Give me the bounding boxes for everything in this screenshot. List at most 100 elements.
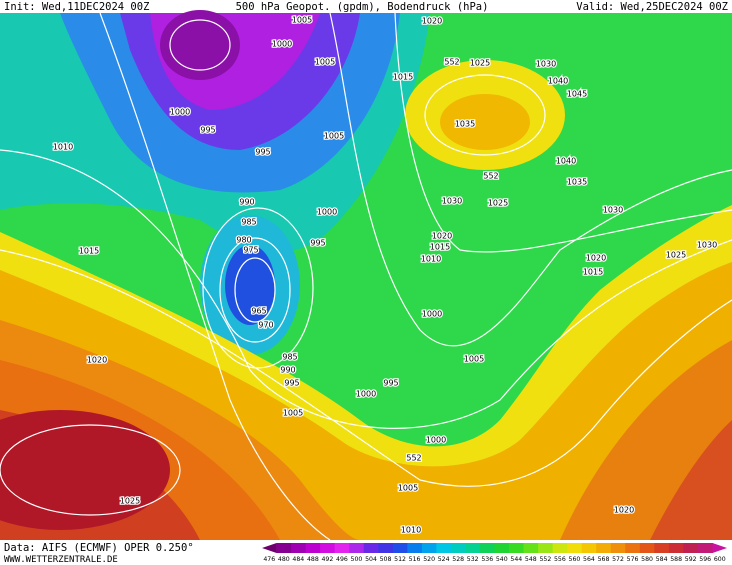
isobar-label: 995 xyxy=(200,126,215,135)
isobar-label: 552 xyxy=(444,58,459,67)
colorbar-label: 596 xyxy=(699,556,711,563)
colorbar-slot xyxy=(581,543,597,553)
isobar-label: 995 xyxy=(255,148,270,157)
colorbar-slot xyxy=(291,543,307,553)
colorbar-slot xyxy=(465,543,481,553)
isobar-label: 1005 xyxy=(292,16,312,25)
colorbar-slot xyxy=(523,543,539,553)
colorbar-label: 520 xyxy=(423,556,435,563)
colorbar-slot xyxy=(450,543,466,553)
colorbar-label: 516 xyxy=(409,556,421,563)
colorbar-end xyxy=(262,543,277,553)
isobar-label: 1020 xyxy=(614,506,634,515)
isobar-label: 1005 xyxy=(464,355,484,364)
colorbar-label: 572 xyxy=(612,556,624,563)
colorbar-label: 548 xyxy=(525,556,537,563)
colorbar-label: 560 xyxy=(569,556,581,563)
colorbar-slot xyxy=(610,543,626,553)
data-source: Data: AIFS (ECMWF) OPER 0.250° xyxy=(4,542,194,554)
colorbar-label: 488 xyxy=(307,556,319,563)
colorbar-label: 580 xyxy=(641,556,653,563)
colorbar-slot xyxy=(639,543,655,553)
isobar-label: 1020 xyxy=(422,17,442,26)
colorbar-label: 584 xyxy=(656,556,668,563)
colorbar-slot xyxy=(683,543,699,553)
colorbar-slot xyxy=(363,543,379,553)
isobar-label: 1025 xyxy=(488,199,508,208)
colorbar-slot xyxy=(509,543,525,553)
isobar-label: 995 xyxy=(310,239,325,248)
isobar-label: 985 xyxy=(282,353,297,362)
isobar-label: 1030 xyxy=(442,197,462,206)
colorbar-label: 524 xyxy=(438,556,450,563)
isobar-label: 1020 xyxy=(432,232,452,241)
colorbar-slot xyxy=(334,543,350,553)
map-title: 500 hPa Geopot. (gpdm), Bodendruck (hPa) xyxy=(236,1,489,13)
isobar-label: 1000 xyxy=(272,40,292,49)
colorbar-slot xyxy=(567,543,583,553)
colorbar-label: 496 xyxy=(336,556,348,563)
colorbar-label: 508 xyxy=(380,556,392,563)
isobar-label: 1025 xyxy=(666,251,686,260)
colorbar-label: 532 xyxy=(467,556,479,563)
isobar-label: 1025 xyxy=(120,497,140,506)
colorbar-label: 512 xyxy=(394,556,406,563)
colorbar-label: 588 xyxy=(670,556,682,563)
isobar-label: 1020 xyxy=(586,254,606,263)
colorbar-label: 556 xyxy=(554,556,566,563)
colorbar-slot xyxy=(421,543,437,553)
colorbar-end xyxy=(712,543,727,553)
colorbar-label: 484 xyxy=(292,556,304,563)
isobar-label: 552 xyxy=(406,454,421,463)
colorbar-label: 500 xyxy=(351,556,363,563)
isobar-label: 970 xyxy=(258,321,273,330)
website: WWW.WETTERZENTRALE.DE xyxy=(4,555,118,565)
colorbar-label: 528 xyxy=(452,556,464,563)
isobar-label: 1000 xyxy=(170,108,190,117)
colorbar-slot xyxy=(697,543,713,553)
colorbar-slot xyxy=(552,543,568,553)
isobar-label: 1040 xyxy=(556,157,576,166)
map-field xyxy=(0,10,732,541)
colorbar-label: 536 xyxy=(481,556,493,563)
isobar-label: 985 xyxy=(241,218,256,227)
isobar-label: 975 xyxy=(243,246,258,255)
colorbar-label: 564 xyxy=(583,556,595,563)
colorbar-slot xyxy=(378,543,394,553)
isobar-label: 995 xyxy=(383,379,398,388)
isobar-label: 1005 xyxy=(283,409,303,418)
colorbar-label: 504 xyxy=(365,556,377,563)
isobar-label: 965 xyxy=(251,307,266,316)
init-time: Init: Wed,11DEC2024 00Z xyxy=(4,1,149,13)
isobar-label: 1000 xyxy=(426,436,446,445)
colorbar-slot xyxy=(392,543,408,553)
isobar-label: 990 xyxy=(280,366,295,375)
isobar-label: 1030 xyxy=(603,206,623,215)
colorbar-label: 540 xyxy=(496,556,508,563)
isobar-label: 1030 xyxy=(697,241,717,250)
colorbar-label: 476 xyxy=(263,556,275,563)
isobar-label: 1015 xyxy=(583,268,603,277)
isobar-label: 1035 xyxy=(567,178,587,187)
colorbar-slot xyxy=(479,543,495,553)
isobar-label: 1045 xyxy=(567,90,587,99)
isobar-label: 1030 xyxy=(536,60,556,69)
isobar-label: 1040 xyxy=(548,77,568,86)
colorbar-slot xyxy=(320,543,336,553)
isobar-label: 995 xyxy=(284,379,299,388)
isobar-label: 1005 xyxy=(315,58,335,67)
colorbar-slot xyxy=(407,543,423,553)
colorbar-slot xyxy=(625,543,641,553)
colorbar-slot xyxy=(305,543,321,553)
colorbar-label: 544 xyxy=(510,556,522,563)
colorbar-label: 592 xyxy=(685,556,697,563)
isobar-label: 1025 xyxy=(470,59,490,68)
colorbar-slot xyxy=(349,543,365,553)
isobar-label: 1005 xyxy=(324,132,344,141)
isobar-label: 1010 xyxy=(53,143,73,152)
colorbar-label: 576 xyxy=(627,556,639,563)
colorbar-label: 492 xyxy=(321,556,333,563)
colorbar-slot xyxy=(538,543,554,553)
